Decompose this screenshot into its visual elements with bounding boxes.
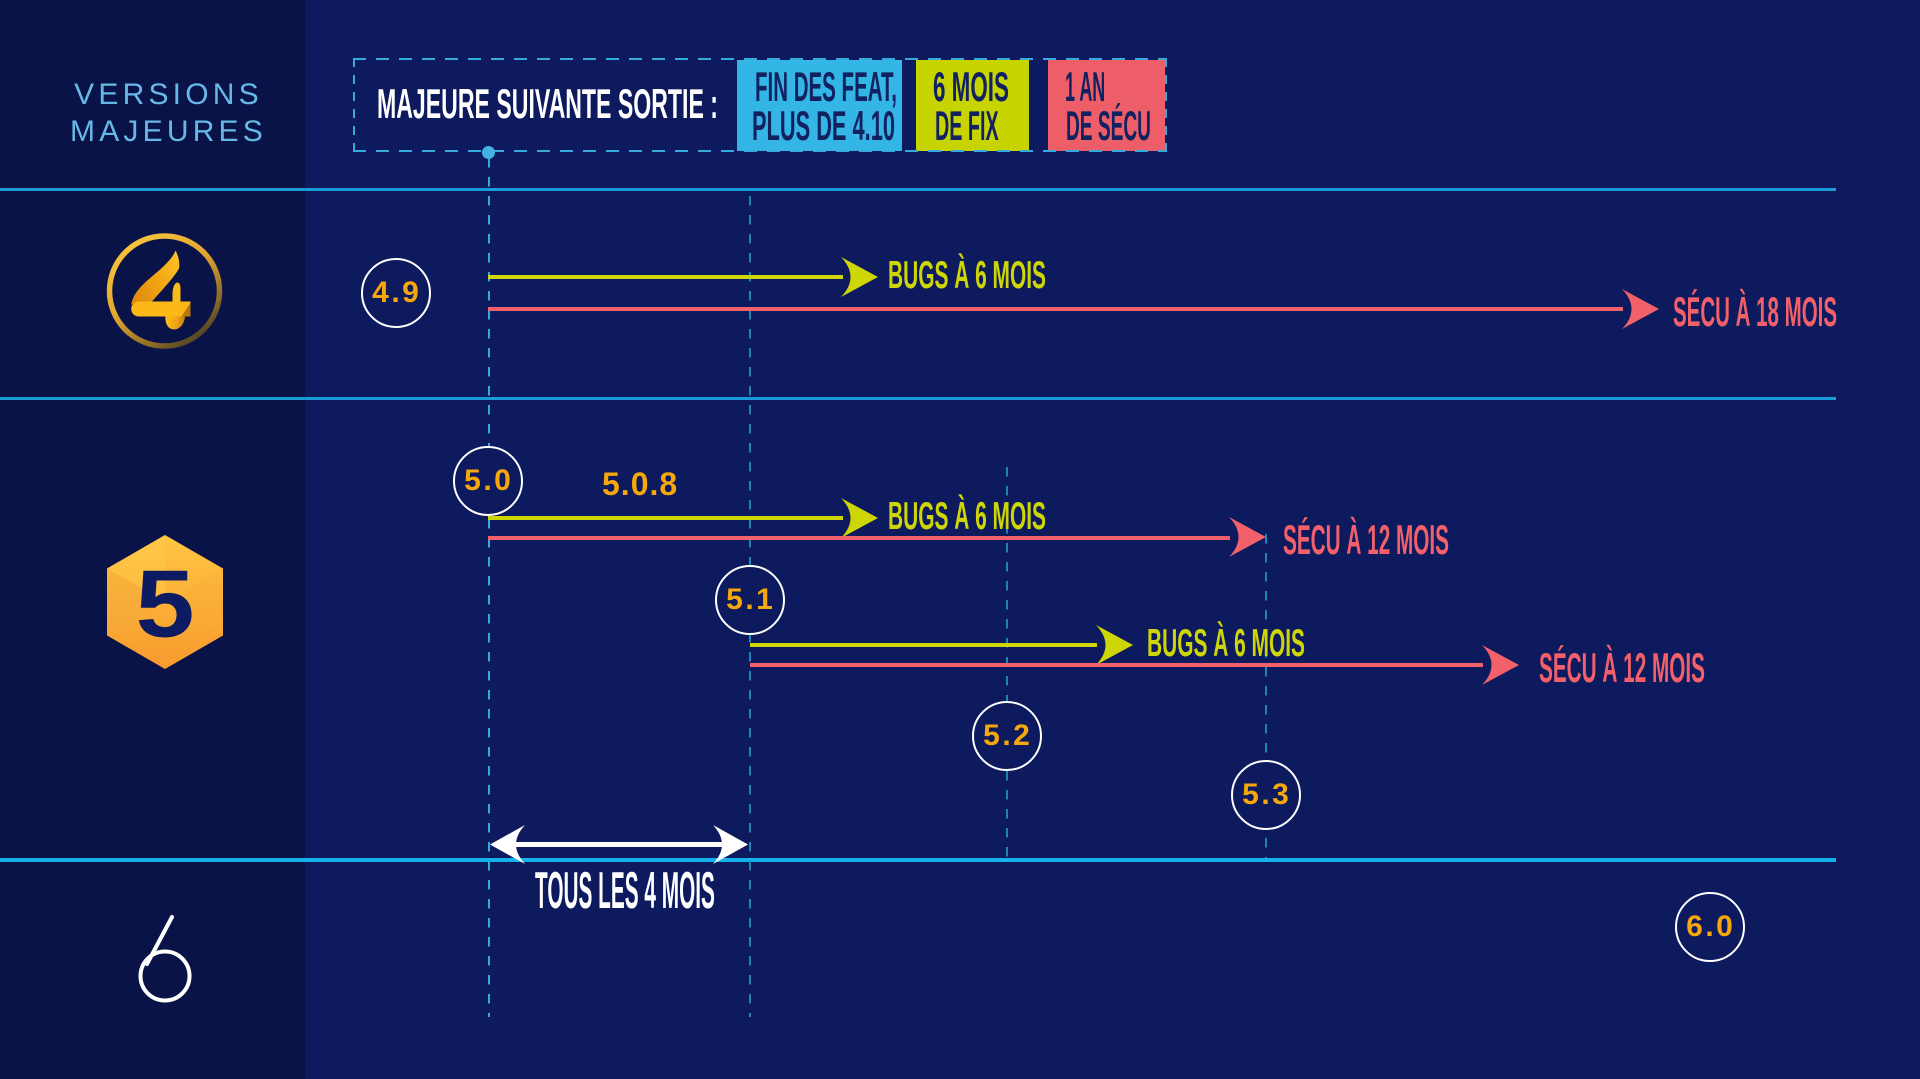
svg-text:5: 5 [136,551,195,658]
